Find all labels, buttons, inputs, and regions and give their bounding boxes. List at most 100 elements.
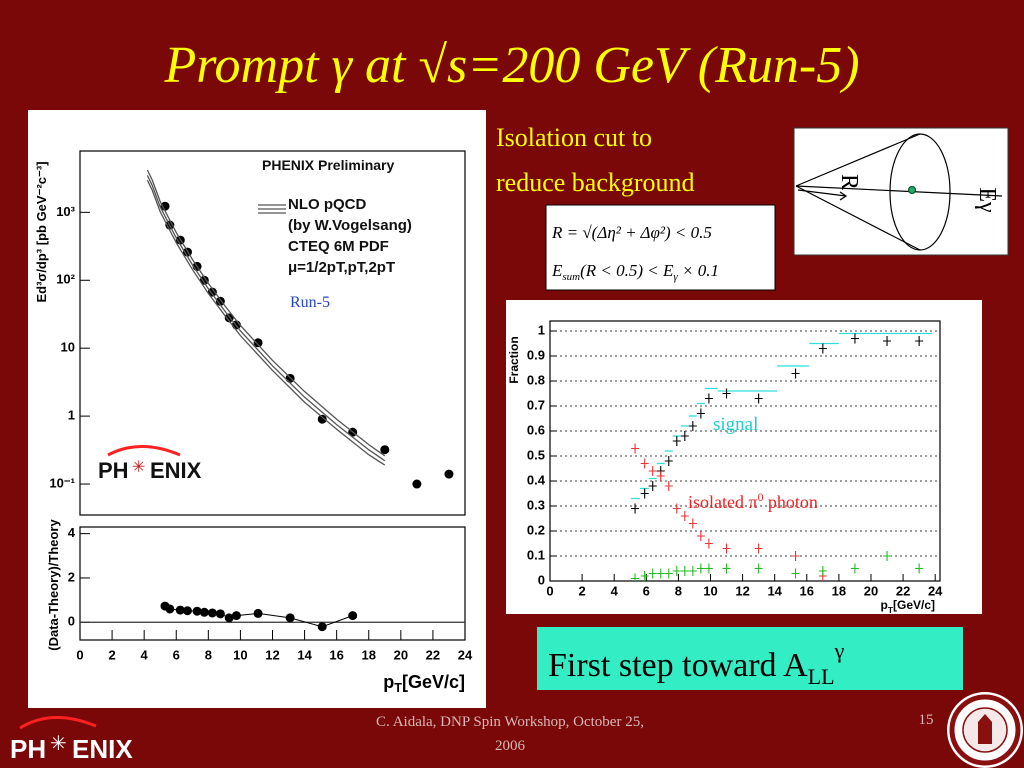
highlight-sup: γ <box>834 638 845 663</box>
annotation-part: photon <box>763 492 818 512</box>
data-point <box>791 368 800 379</box>
data-point <box>704 393 713 404</box>
data-point <box>656 568 665 579</box>
data-point <box>672 503 681 514</box>
x-axis-label-part: p <box>881 598 888 612</box>
data-point <box>664 456 673 466</box>
x-tick-label: 6 <box>173 647 180 662</box>
data-point <box>672 566 681 576</box>
data-point <box>883 336 892 346</box>
y-axis-label: Ed³σ/dp³ [pb GeV⁻²c⁻³] <box>34 161 49 302</box>
formula-part: (R < 0.5) < E <box>580 261 674 280</box>
footer-credit: 2006 <box>495 738 526 754</box>
y-tick-label: 0 <box>538 572 545 587</box>
logo-star: ✳ <box>132 459 145 476</box>
formula-sub: γ <box>673 271 678 283</box>
y-tick-label: 0.8 <box>527 372 545 387</box>
data-point <box>704 563 713 574</box>
x-tick-label: 22 <box>426 647 440 662</box>
x-tick-label: 18 <box>832 583 846 598</box>
data-point <box>175 605 185 615</box>
x-tick-label: 16 <box>329 647 343 662</box>
x-tick-label: 8 <box>675 583 682 598</box>
logo-text: PH <box>98 458 129 483</box>
data-point <box>791 568 800 579</box>
x-axis-label-sub: T <box>394 681 402 695</box>
data-point <box>640 488 649 499</box>
annotation: Run-5 <box>290 294 330 311</box>
annotation-part: isolated π <box>688 492 758 512</box>
page-number: 15 <box>919 712 934 728</box>
diagram-label: Eγ <box>974 187 1000 213</box>
plot-area <box>146 169 454 489</box>
slide-title: Prompt γ at √s=200 GeV (Run-5) <box>163 37 859 94</box>
logo-star: ✳ <box>50 733 67 755</box>
formula-part: × 0.1 <box>678 261 719 280</box>
x-tick-label: 2 <box>108 647 115 662</box>
series-line <box>146 175 386 462</box>
y-axis-label: Fraction <box>507 336 521 383</box>
logo-text: PH <box>10 734 46 764</box>
annotation: μ=1/2pT,pT,2pT <box>288 259 395 276</box>
highlight-sub: LL <box>808 664 835 689</box>
x-tick-label: 12 <box>735 583 749 598</box>
diagram-label: R <box>836 174 862 190</box>
x-tick-label: 8 <box>205 647 212 662</box>
x-tick-label: 0 <box>546 583 553 598</box>
x-tick-label: 24 <box>458 647 473 662</box>
data-point <box>754 563 763 574</box>
data-point <box>199 275 209 285</box>
data-point <box>631 443 640 454</box>
highlight-box <box>537 627 963 690</box>
data-point <box>380 445 390 455</box>
x-tick-label: 4 <box>141 647 149 662</box>
data-point <box>680 566 689 576</box>
x-tick-label: 24 <box>928 583 943 598</box>
plot-frame <box>79 150 466 516</box>
data-point <box>664 481 673 491</box>
university-seal <box>947 692 1023 768</box>
highlight-part: First step toward A <box>548 647 808 684</box>
cone-diagram <box>795 133 1003 251</box>
data-point <box>444 469 454 479</box>
y-tick-label: 0.7 <box>527 397 545 412</box>
x-axis-label: pT[GeV/c] <box>383 672 465 695</box>
data-point <box>648 481 657 491</box>
data-point <box>850 563 859 574</box>
data-point <box>704 538 713 549</box>
chart-panel <box>506 300 982 614</box>
x-tick-label: 10 <box>703 583 717 598</box>
data-point <box>231 611 241 621</box>
data-point <box>915 336 924 346</box>
x-tick-label: 0 <box>76 647 83 662</box>
formula: R = √(Δη² + Δφ²) < 0.5 <box>551 223 712 242</box>
x-tick-label: 14 <box>767 583 782 598</box>
data-point <box>672 436 681 446</box>
x-tick-label: 6 <box>643 583 650 598</box>
x-axis-label-part: p <box>383 672 394 692</box>
y-tick-label: 10 <box>61 340 75 355</box>
x-tick-label: 20 <box>394 647 408 662</box>
data-point <box>883 551 892 561</box>
logo: PH ✳ ENIX <box>98 445 202 483</box>
annotation: isolated π0 photon <box>688 491 818 512</box>
y-tick-label: 10⁻¹ <box>49 475 75 490</box>
x-tick-label: 10 <box>233 647 247 662</box>
data-point <box>754 393 763 404</box>
data-point <box>688 518 697 529</box>
x-tick-label: 4 <box>611 583 619 598</box>
text-line: Isolation cut to <box>496 123 652 152</box>
data-point <box>253 608 263 618</box>
data-point <box>631 503 640 514</box>
text-line: reduce background <box>496 168 695 197</box>
x-tick-label: 14 <box>297 647 312 662</box>
y-tick-label: 0.6 <box>527 422 545 437</box>
formula-part: E <box>551 261 563 280</box>
logo-text: ENIX <box>150 458 202 483</box>
data-point <box>253 338 263 348</box>
data-point <box>818 566 827 576</box>
data-point <box>722 563 731 574</box>
data-point <box>285 613 295 623</box>
